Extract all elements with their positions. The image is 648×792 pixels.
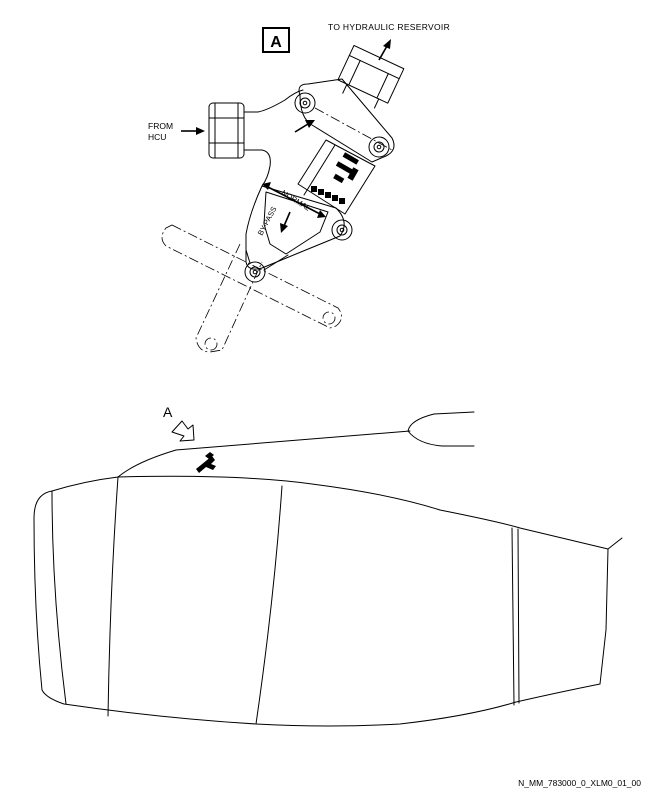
label-from: FROM: [148, 121, 173, 131]
inlet-fitting: [208, 89, 304, 187]
normal-position-arrow-icon: [262, 182, 326, 218]
label-to-hydraulic-reservoir: TO HYDRAULIC RESERVOIR: [328, 22, 450, 32]
bypass-position-arrow-icon: [280, 211, 291, 233]
valve-location-icon: [196, 452, 216, 473]
nacelle-outline: [33, 475, 623, 727]
valve-lower-bracket: [245, 185, 353, 270]
upper-left-bolt-icon: [294, 92, 316, 114]
label-bypass: BY-PASS: [256, 205, 279, 237]
phantom-support-structure: [161, 224, 342, 353]
pivot-bolt-icon: [244, 249, 289, 283]
label-hcu: HCU: [148, 132, 166, 142]
valve-data-strip: [311, 186, 345, 204]
arrow-to-reservoir-icon: [378, 39, 391, 61]
arrow-from-hcu-icon: [181, 127, 205, 135]
detail-a: A TO HYDRAULIC RESERVOIR FROM HCU: [148, 22, 450, 353]
bypass-valve-body: [297, 139, 376, 215]
view-arrow-icon: [171, 420, 195, 442]
label-normal: NORMAL: [280, 188, 312, 213]
detail-callout-letter: A: [270, 34, 282, 51]
flow-arrow-icon: [294, 120, 315, 133]
valve-marking-block: [333, 152, 359, 184]
figure-id: N_MM_783000_0_XLM0_01_00: [518, 778, 641, 788]
outlet-fitting: [337, 44, 405, 109]
valve-upper-flange: [294, 78, 395, 163]
engine-nacelle-view: A: [33, 404, 623, 727]
detail-callout-box: A: [262, 27, 290, 53]
lower-right-bolt-icon: [331, 219, 353, 241]
view-callout-letter: A: [163, 404, 173, 420]
upper-right-bolt-icon: [368, 136, 390, 158]
